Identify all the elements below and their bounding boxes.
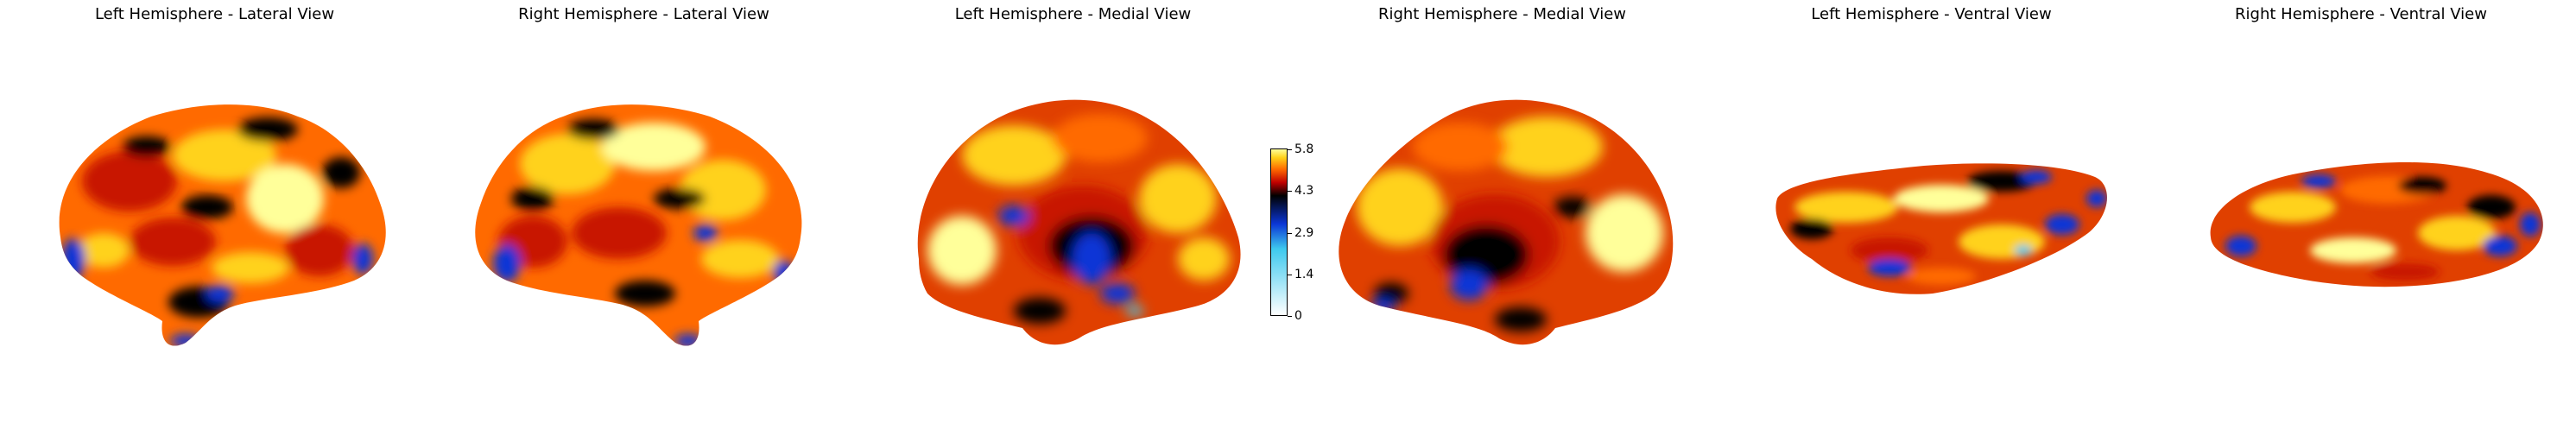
brain-surface [917,99,1241,345]
panel-title: Right Hemisphere - Medial View [1377,5,1627,23]
tick-label: 5.8 [1294,142,1314,156]
panel-right-medial: Right Hemisphere - Medial View [1288,0,1717,442]
panel-title: Left Hemisphere - Lateral View [94,5,335,23]
panel-right-ventral: Right Hemisphere - Ventral View [2146,0,2576,442]
panel-title: Left Hemisphere - Ventral View [1811,5,2052,23]
brain-surface [1339,99,1674,345]
tick-label: 0 [1294,309,1302,323]
tick-line [1288,191,1292,192]
brain-surface [475,104,802,346]
panel-left-ventral: Left Hemisphere - Ventral View [1717,0,2146,442]
panel-left-medial: Left Hemisphere - Medial View [858,0,1288,442]
panel-right-lateral: Right Hemisphere - Lateral View [429,0,858,442]
tick-line [1288,316,1292,317]
tick-line [1288,149,1292,150]
tick-label: 4.3 [1294,184,1314,198]
brain-surface [2210,161,2543,287]
panel-title: Right Hemisphere - Lateral View [518,5,769,23]
tick-label: 1.4 [1294,268,1314,281]
tick-label: 2.9 [1294,226,1314,240]
tick-line [1288,233,1292,234]
panel-title: Right Hemisphere - Ventral View [2235,5,2487,23]
panel-left-lateral: Left Hemisphere - Lateral View [0,0,429,442]
colorbar [1270,148,1288,316]
panel-title: Left Hemisphere - Medial View [954,5,1192,23]
brain-surface [1775,163,2107,294]
brain-surface [59,104,386,346]
